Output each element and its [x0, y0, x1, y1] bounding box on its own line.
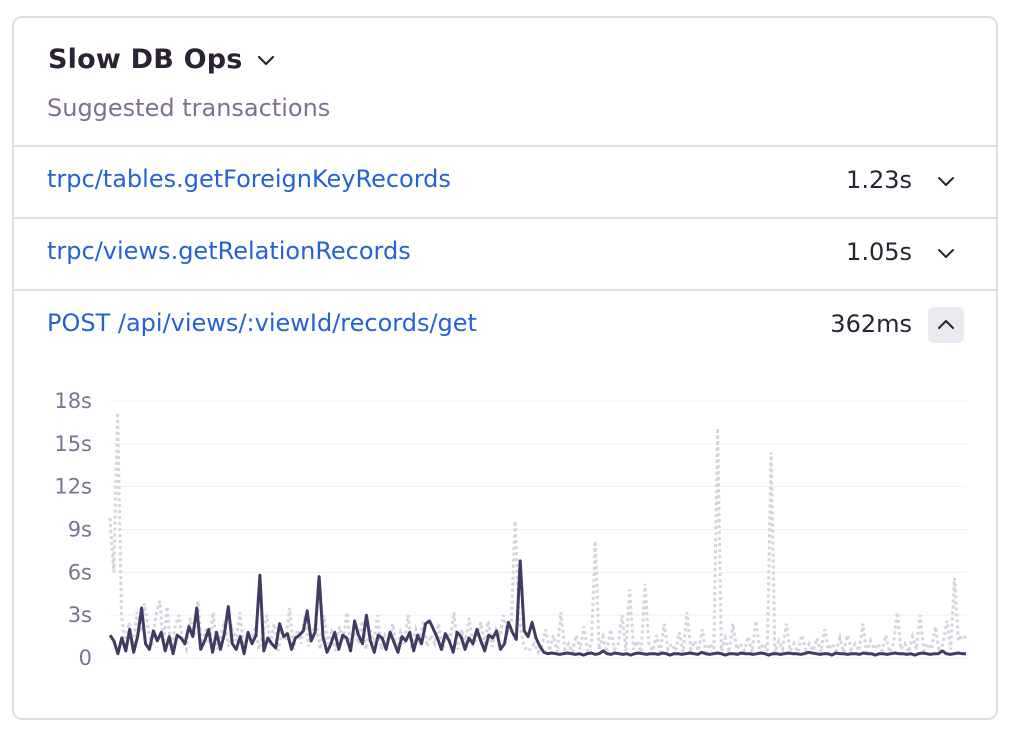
- y-tick-label: 18s: [54, 389, 92, 413]
- transaction-row: trpc/tables.getForeignKeyRecords 1.23s: [14, 145, 996, 217]
- chevron-down-icon: [938, 177, 954, 186]
- widget-title: Slow DB Ops: [48, 44, 243, 75]
- y-axis-ticks: 0 3s 6s 9s 12s 15s 18s: [54, 389, 92, 670]
- y-tick-label: 6s: [68, 560, 92, 584]
- y-tick-label: 9s: [68, 518, 92, 542]
- collapse-toggle-button[interactable]: [928, 307, 964, 343]
- transaction-duration: 362ms: [830, 310, 912, 338]
- transaction-link[interactable]: trpc/tables.getForeignKeyRecords: [47, 165, 451, 193]
- slow-db-ops-widget: Slow DB Ops Suggested transactions trpc/…: [12, 16, 998, 720]
- y-tick-label: 0: [79, 646, 92, 670]
- widget-subtitle: Suggested transactions: [47, 94, 331, 122]
- transaction-row-expanded: POST /api/views/:viewId/records/get 362m…: [14, 289, 996, 709]
- transaction-duration: 1.05s: [846, 238, 912, 266]
- expand-toggle-button[interactable]: [928, 163, 964, 199]
- y-tick-label: 12s: [54, 475, 92, 499]
- chart-series: [108, 412, 967, 658]
- chevron-down-icon: [938, 249, 954, 258]
- widget-title-dropdown[interactable]: Slow DB Ops: [48, 44, 277, 75]
- chevron-up-icon: [938, 320, 954, 329]
- transaction-link[interactable]: trpc/views.getRelationRecords: [47, 237, 411, 265]
- widget-header: Slow DB Ops Suggested transactions: [14, 18, 996, 148]
- chart-grid: [110, 400, 966, 659]
- expand-toggle-button[interactable]: [928, 235, 964, 271]
- series-line-dotted: [108, 412, 967, 658]
- chevron-down-icon: [255, 49, 277, 71]
- y-tick-label: 15s: [54, 432, 92, 456]
- duration-chart-svg: 0 3s 6s 9s 12s 15s 18s: [54, 389, 967, 670]
- y-tick-label: 3s: [68, 603, 92, 627]
- transaction-row: trpc/views.getRelationRecords 1.05s: [14, 217, 996, 289]
- series-line-solid: [108, 559, 966, 657]
- duration-chart: 0 3s 6s 9s 12s 15s 18s: [14, 378, 996, 678]
- transaction-duration: 1.23s: [846, 166, 912, 194]
- transaction-link[interactable]: POST /api/views/:viewId/records/get: [47, 309, 477, 337]
